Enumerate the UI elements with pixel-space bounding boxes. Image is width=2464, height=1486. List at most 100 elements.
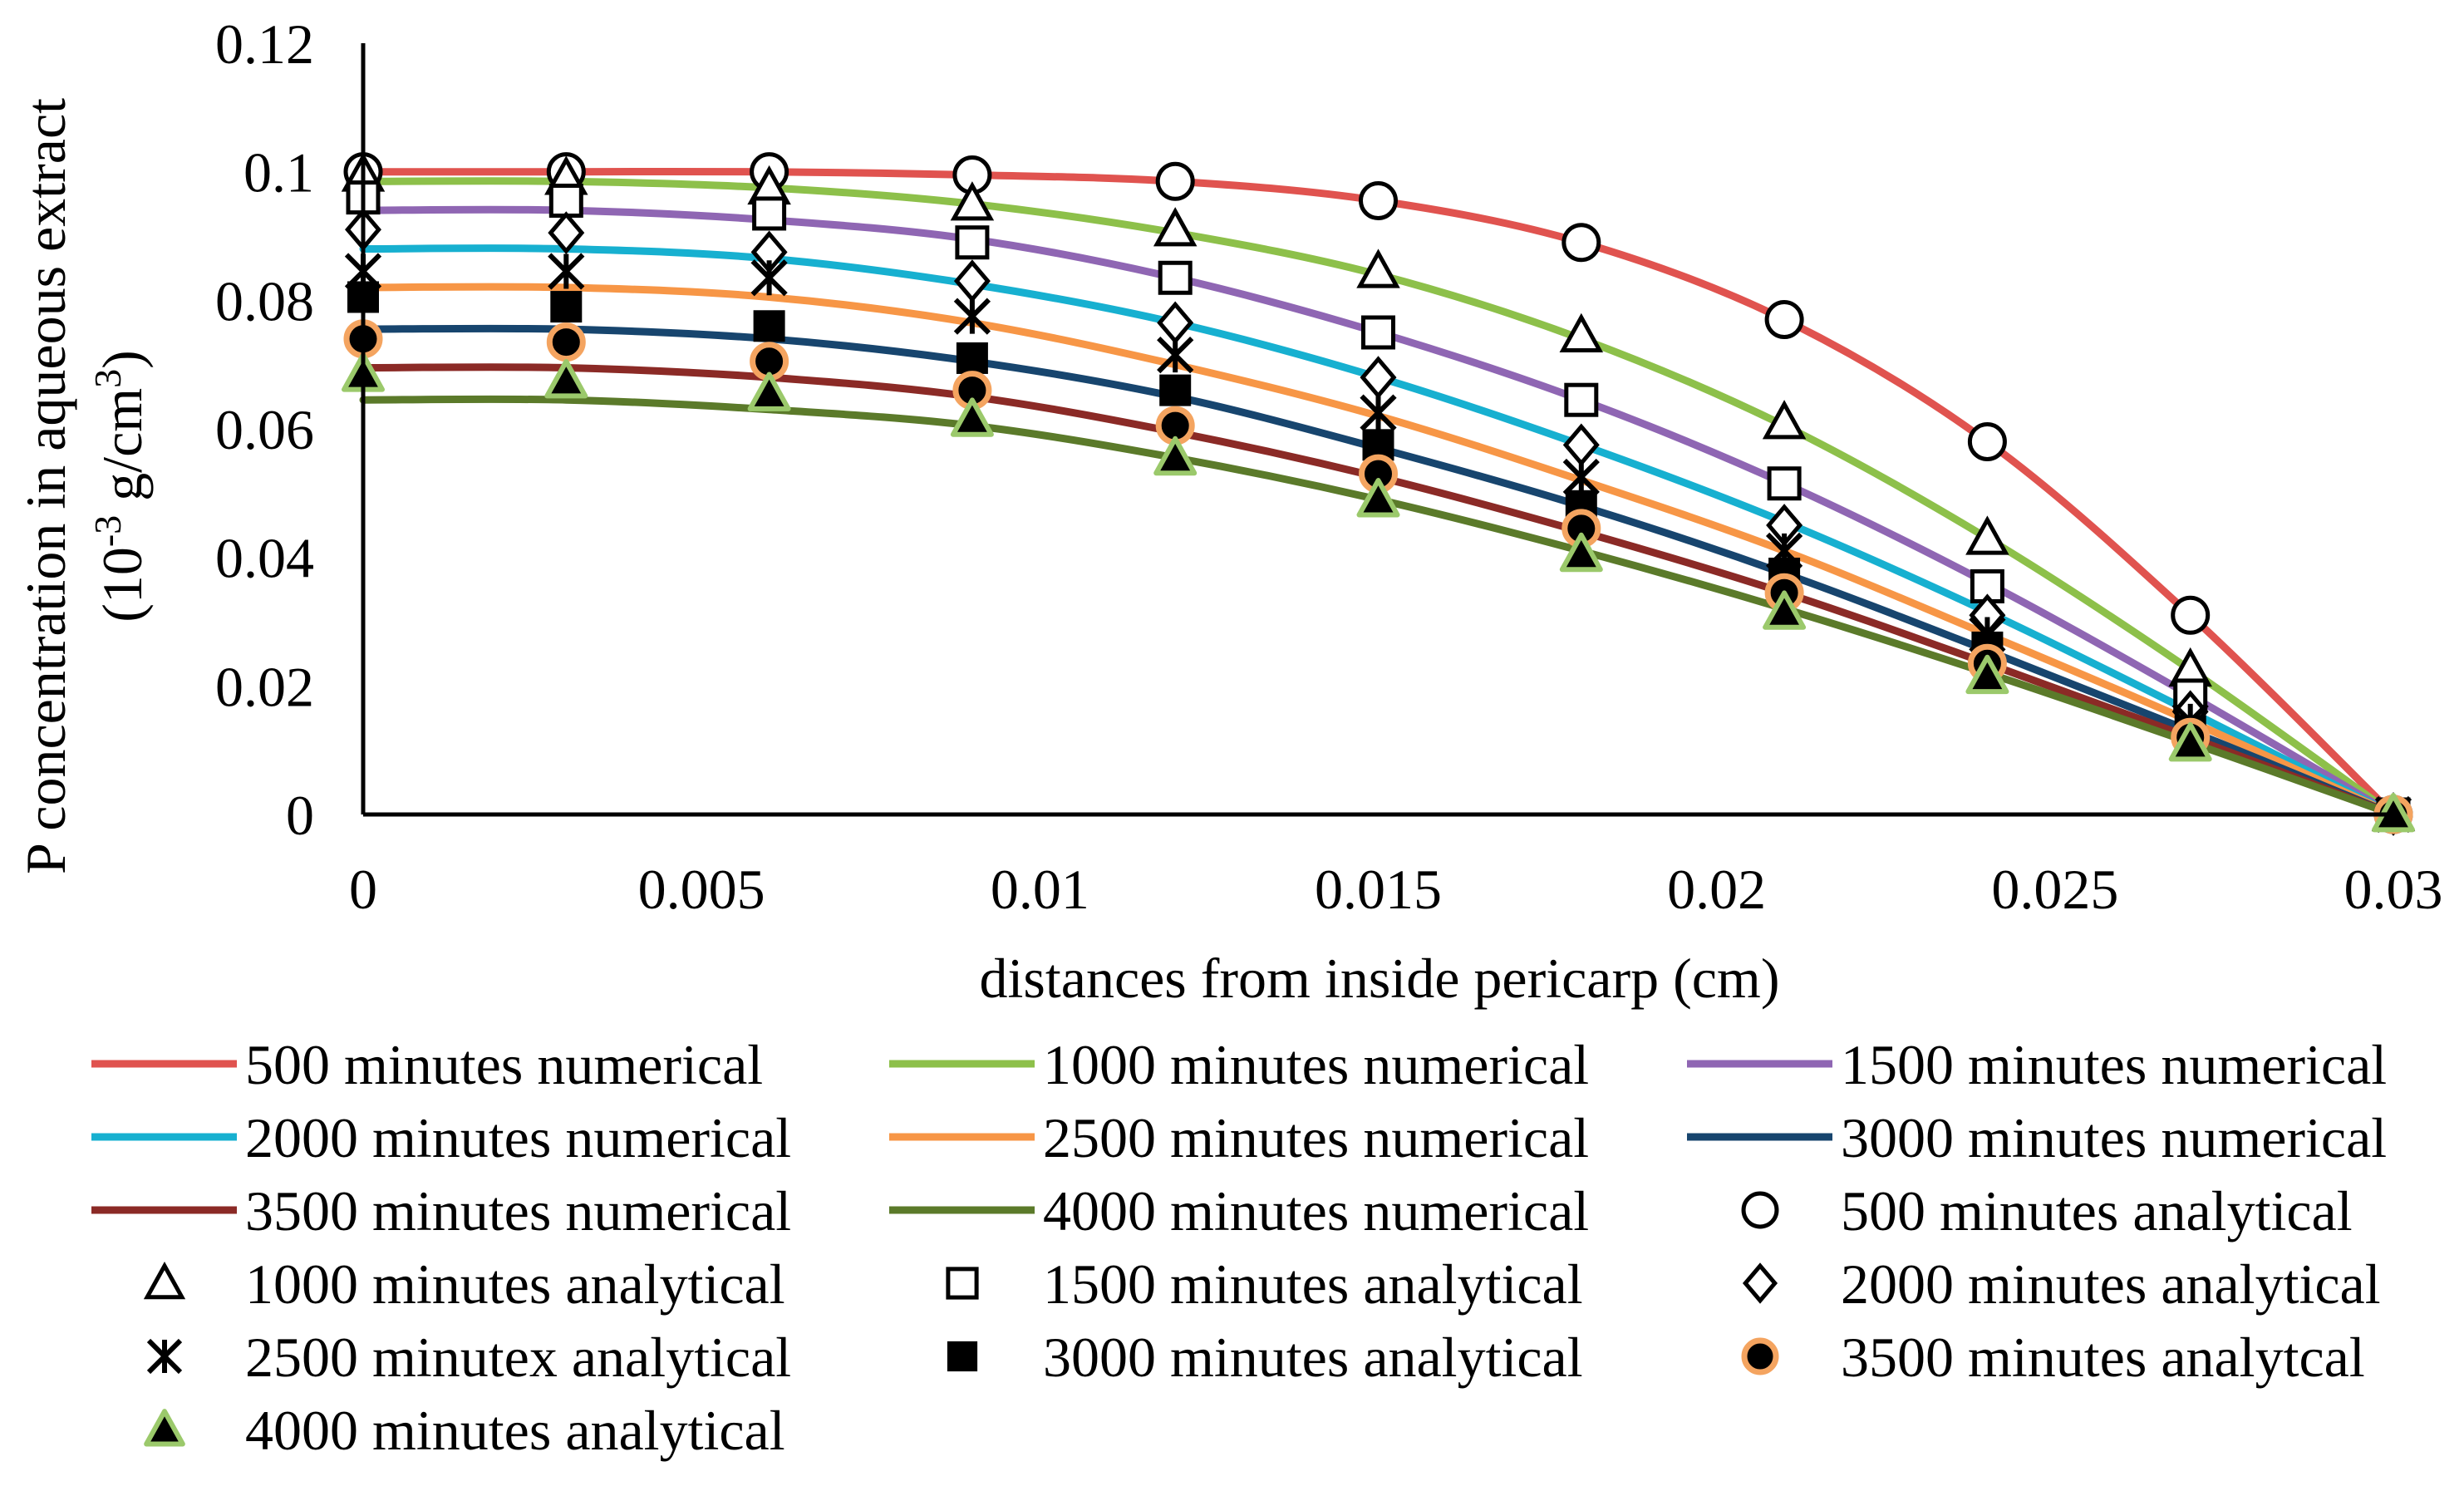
legend-item-1500-minutes-numerical: 1500 minutes numerical — [1687, 1033, 2387, 1096]
x-tick-label: 0.01 — [991, 858, 1089, 921]
y-tick-label: 0.06 — [215, 398, 314, 461]
legend-item-2500-minutes-numerical: 2500 minutes numerical — [889, 1106, 1589, 1169]
x-tick-label: 0.005 — [638, 858, 765, 921]
data-point-4000-minutes-analytical — [544, 359, 588, 399]
legend-label: 500 minutes analytical — [1841, 1179, 2353, 1242]
legend-label: 500 minutes numerical — [245, 1033, 763, 1096]
data-point-4000-minutes-analytical — [747, 372, 791, 411]
series-markers-2000-minutes-analytical — [345, 208, 2412, 836]
data-point-2500-minutex-analytical — [548, 253, 585, 290]
legend-label: 1500 minutes analytical — [1043, 1252, 1583, 1316]
y-axis-title-unit: g/cm — [91, 388, 154, 515]
data-point-4000-minutes-analytical — [1356, 478, 1400, 518]
data-point-2500-minutex-analytical — [750, 259, 788, 297]
y-tick-label: 0.04 — [215, 527, 314, 590]
data-point-1500-minutes-analytical — [1361, 315, 1395, 350]
data-point-1500-minutes-analytical — [752, 196, 787, 231]
legend-item-500-minutes-analytical: 500 minutes analytical — [1741, 1179, 2353, 1242]
y-axis-title: P concentration in aqueous extract (10-3… — [14, 98, 154, 874]
legend-item-3000-minutes-analytical: 3000 minutes analytical — [947, 1326, 1583, 1389]
data-point-2000-minutes-analytical — [1360, 356, 1397, 399]
x-tick-label: 0.025 — [1991, 858, 2118, 921]
data-point-1000-minutes-analytical — [1559, 312, 1604, 352]
data-point-3000-minutes-analytical — [956, 342, 988, 374]
series-line-2500-minutes-numerical — [359, 283, 2398, 819]
data-point-500-minutes-analytical — [1562, 223, 1601, 263]
x-tick-label: 0 — [349, 858, 377, 921]
series-line-1000-minutes-numerical — [359, 177, 2398, 819]
y-tick-label: 0.12 — [215, 12, 314, 76]
data-point-4000-minutes-analytical — [1153, 435, 1198, 476]
x-axis-title: distances from inside pericarp (cm) — [980, 947, 1780, 1010]
data-point-2000-minutes-analytical — [1157, 301, 1194, 345]
data-point-1500-minutes-analytical — [955, 225, 990, 260]
legend-item-2500-minutex-analytical: 2500 minutex analytical — [146, 1326, 791, 1389]
legend-item-4000-minutes-analytical: 4000 minutes analytical — [144, 1399, 785, 1462]
data-point-2500-minutex-analytical — [1562, 458, 1600, 496]
legend: 500 minutes numerical 1000 minutes numeri… — [91, 1033, 2387, 1462]
data-point-2500-minutex-analytical — [1157, 336, 1194, 374]
data-point-500-minutes-analytical — [1764, 300, 1804, 340]
legend-label: 2500 minutes numerical — [1043, 1106, 1589, 1169]
data-point-1000-minutes-analytical — [1965, 515, 2009, 555]
legend-item-2000-minutes-analytical: 2000 minutes analytical — [1742, 1252, 2381, 1316]
legend-item-3000-minutes-numerical: 3000 minutes numerical — [1687, 1106, 2387, 1169]
legend-swatch — [146, 1338, 183, 1375]
data-point-1500-minutes-analytical — [1158, 260, 1193, 295]
data-point-2000-minutes-analytical — [548, 211, 585, 254]
data-point-1500-minutes-analytical — [1767, 466, 1802, 501]
data-point-3000-minutes-analytical — [1159, 374, 1192, 406]
data-point-4000-minutes-analytical — [1559, 532, 1603, 573]
series-line-2000-minutes-numerical — [359, 244, 2398, 819]
legend-label: 1000 minutes analytical — [245, 1252, 785, 1316]
legend-label: 2000 minutes numerical — [245, 1106, 791, 1169]
legend-item-500-minutes-numerical: 500 minutes numerical — [91, 1033, 763, 1096]
legend-label: 1500 minutes numerical — [1841, 1033, 2387, 1096]
x-tick-label: 0.02 — [1667, 858, 1766, 921]
legend-item-1000-minutes-numerical: 1000 minutes numerical — [889, 1033, 1589, 1096]
y-axis-title-line1: P concentration in aqueous extract — [14, 98, 77, 874]
legend-label: 3000 minutes analytical — [1043, 1326, 1583, 1389]
data-point-3000-minutes-analytical — [753, 310, 785, 342]
data-point-4000-minutes-analytical — [950, 397, 994, 437]
data-point-1500-minutes-analytical — [1970, 568, 2004, 603]
data-point-3500-minutes-analytcal — [546, 322, 586, 362]
data-point-1000-minutes-analytical — [1356, 248, 1400, 288]
legend-label: 3500 minutes numerical — [245, 1179, 791, 1242]
legend-item-1000-minutes-analytical: 1000 minutes analytical — [143, 1252, 785, 1316]
y-axis-title-exp1: -3 — [86, 515, 129, 547]
legend-swatch — [1741, 1191, 1779, 1229]
plot-markers — [341, 152, 2416, 836]
data-point-1500-minutes-analytical — [1564, 382, 1599, 417]
x-tick-label: 0.03 — [2344, 858, 2443, 921]
data-point-500-minutes-analytical — [2171, 595, 2211, 635]
y-tick-label: 0.1 — [243, 141, 314, 204]
legend-label: 3000 minutes numerical — [1841, 1106, 2387, 1169]
legend-label: 2500 minutex analytical — [245, 1326, 791, 1389]
y-tick-label: 0.02 — [215, 655, 314, 718]
data-point-4000-minutes-analytical — [1965, 654, 2009, 695]
tick-labels: 0 0.02 0.04 0.06 0.08 0.1 0.12 0 0.005 0.01 0.015 0… — [215, 12, 2443, 921]
legend-swatch — [947, 1341, 978, 1372]
legend-item-1500-minutes-analytical: 1500 minutes analytical — [946, 1252, 1583, 1316]
legend-label: 3500 minutes analytcal — [1841, 1326, 2365, 1389]
data-point-500-minutes-analytical — [1967, 421, 2007, 461]
legend-label: 4000 minutes numerical — [1043, 1179, 1589, 1242]
y-axis-title-open: (10 — [91, 547, 154, 622]
legend-label: 4000 minutes analytical — [245, 1399, 785, 1462]
legend-item-3500-minutes-analytcal: 3500 minutes analytcal — [1741, 1326, 2365, 1389]
data-point-2000-minutes-analytical — [953, 259, 991, 303]
data-point-1000-minutes-analytical — [950, 181, 995, 221]
legend-swatch — [1742, 1262, 1778, 1304]
data-point-4000-minutes-analytical — [1763, 590, 1807, 630]
y-tick-label: 0.08 — [215, 269, 314, 332]
legend-swatch — [946, 1267, 979, 1300]
y-axis-title-close: ) — [91, 350, 154, 369]
y-axis-title-exp2: 3 — [86, 369, 129, 388]
data-point-2500-minutex-analytical — [953, 298, 991, 335]
axes — [361, 43, 2393, 817]
x-tick-label: 0.015 — [1315, 858, 1442, 921]
legend-label: 1000 minutes numerical — [1043, 1033, 1589, 1096]
y-tick-label: 0 — [286, 784, 314, 847]
